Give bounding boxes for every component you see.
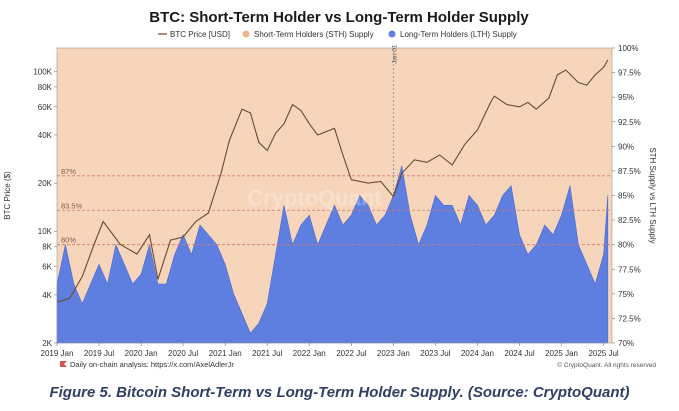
- y-left-tick-label: 8K: [42, 243, 52, 252]
- y-left-axis-label: BTC Price ($): [3, 171, 12, 220]
- y-right-tick-label: 82.5%: [618, 216, 641, 225]
- y-left-tick-label: 10K: [38, 227, 53, 236]
- flag-icon: [60, 361, 67, 367]
- legend-lth-supply-label: Long-Term Holders (LTH) Supply: [400, 30, 517, 39]
- y-left-tick-label: 4K: [42, 291, 52, 300]
- y-right-tick-label: 90%: [618, 142, 634, 151]
- reference-label: 83.5%: [61, 201, 83, 210]
- y-right-tick-label: 75%: [618, 290, 634, 299]
- x-tick-label: 2024 Jan: [461, 349, 494, 358]
- chart-svg: BTC: Short-Term Holder vs Long-Term Hold…: [3, 9, 657, 369]
- y-right-tick-label: 92.5%: [618, 118, 641, 127]
- x-tick-label: 2022 Jul: [336, 349, 366, 358]
- x-tick-label: 2020 Jul: [168, 349, 198, 358]
- x-tick-label: 2020 Jan: [125, 349, 158, 358]
- y-right-axis-label: STH Supply vs LTH Supply: [648, 147, 657, 243]
- footer-copyright: © CryptoQuant. All rights reserved: [557, 361, 656, 369]
- y-right-tick-label: 85%: [618, 192, 634, 201]
- y-left-tick-label: 2K: [42, 339, 52, 348]
- x-tick-label: 2025 Jul: [588, 349, 618, 358]
- x-tick-label: 2022 Jan: [293, 349, 326, 358]
- x-tick-label: 2023 Jan: [377, 349, 410, 358]
- x-tick-label: 2023 Jul: [420, 349, 450, 358]
- chart-legend: BTC Price [USD] Short-Term Holders (STH) …: [158, 30, 517, 39]
- btc-price-line: [56, 59, 609, 303]
- y-left-tick-label: 6K: [42, 263, 52, 272]
- x-tick-label: 2024 Jul: [504, 349, 534, 358]
- lth-area: [56, 165, 609, 344]
- x-tick-label: 2021 Jul: [252, 349, 282, 358]
- y-right-tick-label: 70%: [618, 339, 634, 348]
- y-right-tick-label: 87.5%: [618, 167, 641, 176]
- vertical-marker-label: Jan 01: [391, 44, 398, 64]
- x-tick-label: 2019 Jan: [41, 349, 74, 358]
- y-right-tick-label: 77.5%: [618, 265, 641, 274]
- x-tick-label: 2025 Jan: [545, 349, 578, 358]
- y-left-tick-label: 40K: [38, 131, 53, 140]
- y-right-tick-label: 72.5%: [618, 314, 641, 323]
- y-right-tick-label: 100%: [618, 44, 638, 53]
- legend-btc-price-label: BTC Price [USD]: [170, 30, 230, 39]
- legend-sth-supply-label: Short-Term Holders (STH) Supply: [254, 30, 374, 39]
- y-right-tick-label: 95%: [618, 93, 634, 102]
- reference-label: 80%: [61, 236, 76, 245]
- axes: 2019 Jan 2019 Jul 2020 Jan 2020 Jul 2021 Jan…: [3, 44, 657, 367]
- y-right-tick-label: 97.5%: [618, 69, 641, 78]
- plot-area: 87% 83.5% 80% Jan 01 CryptoQuant: [56, 44, 612, 344]
- footer-analysis-link[interactable]: Daily on-chain analysis: https://x.com/A…: [70, 360, 234, 369]
- y-left-tick-label: 20K: [38, 179, 53, 188]
- y-left-tick-label: 60K: [38, 103, 53, 112]
- chart-title: BTC: Short-Term Holder vs Long-Term Hold…: [149, 9, 529, 26]
- reference-label: 87%: [61, 167, 76, 176]
- legend-sth-supply-marker: [242, 30, 250, 38]
- x-tick-label: 2019 Jul: [84, 349, 114, 358]
- figure-caption: Figure 5. Bitcoin Short-Term vs Long-Ter…: [49, 384, 630, 401]
- x-tick-label: 2021 Jan: [209, 349, 242, 358]
- y-left-tick-label: 80K: [38, 83, 53, 92]
- y-right-tick-label: 80%: [618, 241, 634, 250]
- y-left-tick-label: 100K: [33, 67, 52, 76]
- watermark: CryptoQuant: [247, 186, 382, 211]
- legend-lth-supply-marker: [388, 30, 396, 38]
